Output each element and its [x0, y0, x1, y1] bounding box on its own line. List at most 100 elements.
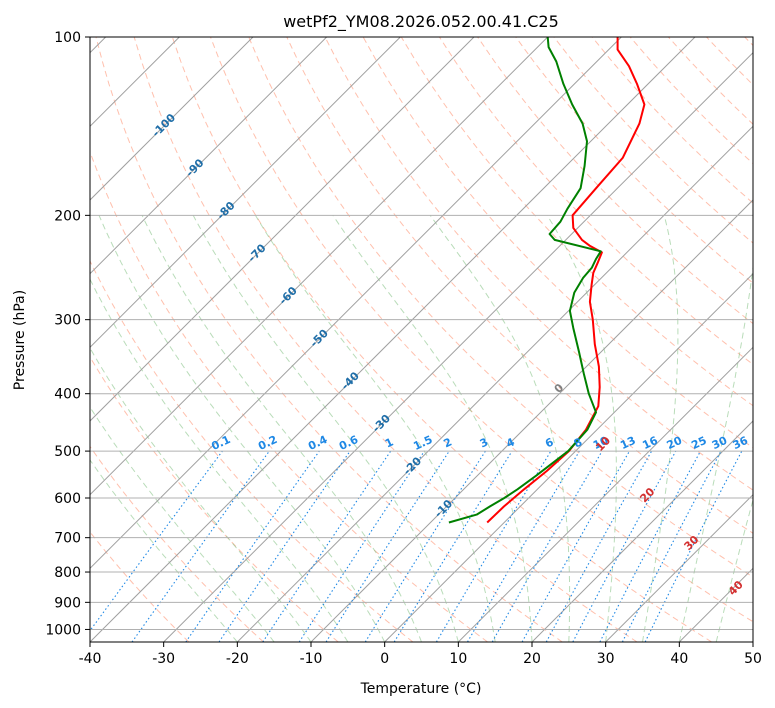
mixing-ratio-line [185, 450, 320, 642]
mixing-ratio-line [298, 450, 425, 642]
y-tick-label: 100 [54, 30, 81, 46]
mixing-ratio-label: 25 [689, 434, 708, 452]
x-tick-label: -20 [226, 651, 249, 667]
y-tick-label: 700 [54, 531, 81, 547]
dry-adiabat [90, 445, 264, 642]
moist-adiabat [642, 215, 679, 642]
moist-adiabat [141, 215, 422, 642]
y-tick-label: 800 [54, 565, 81, 581]
moist-adiabat [90, 459, 238, 642]
moist-adiabat [429, 215, 571, 642]
dry-adiabat [591, 37, 753, 204]
dry-adiabat [248, 37, 753, 578]
y-axis: 100 200 300 400 500 600 700 800 900 1000 [45, 30, 90, 638]
dry-adiabat [553, 37, 753, 244]
moist-adiabat [90, 347, 312, 642]
isotherm [310, 199, 753, 642]
pressure-gridlines [90, 37, 753, 630]
mixing-ratio-label: 13 [618, 434, 637, 452]
mixing-ratio-line [218, 450, 351, 642]
isotherm [90, 37, 254, 201]
mixing-ratio-label: 0.1 [209, 433, 232, 453]
x-axis: -40 -30 -20 -10 0 10 20 30 40 50 [79, 642, 762, 667]
mixing-ratio-label: 0.4 [306, 433, 329, 453]
mixing-ratio-line [364, 450, 486, 642]
mixing-ratio-line [393, 450, 513, 642]
x-axis-title: Temperature (°C) [360, 681, 482, 697]
dry-adiabat [706, 37, 753, 86]
isotherm [752, 641, 753, 642]
isotherm [457, 346, 753, 642]
y-tick-label: 400 [54, 387, 81, 403]
reference-line-labels: -100-90-80-70-60-50-40-30-20-100.1 0.2 0.4… [150, 111, 751, 598]
mixing-ratio-label: 36 [731, 434, 751, 452]
mixing-ratio-label: 0.6 [337, 433, 360, 453]
isotherm [678, 567, 753, 642]
mixing-ratio-line [644, 450, 743, 642]
x-tick-label: -10 [300, 651, 323, 667]
mixing-ratio-label: 1.5 [411, 433, 434, 453]
mixing-ratio-label: 1 [383, 435, 395, 450]
x-tick-label: 50 [744, 651, 762, 667]
mixing-ratio-line [435, 450, 552, 642]
moist-adiabat [90, 406, 275, 642]
mixing-ratio-label: 10 [591, 434, 611, 452]
isotherm [90, 37, 622, 570]
moist-adiabat [98, 215, 386, 642]
mixing-ratio-line [325, 450, 450, 642]
x-tick-label: -30 [152, 651, 175, 667]
isotherm [236, 125, 753, 642]
dry-adiabat [515, 37, 753, 284]
mixing-ratio-line [131, 450, 270, 642]
isotherm [90, 37, 475, 422]
dry-adiabat [286, 37, 753, 534]
moist-adiabat [332, 215, 533, 642]
dry-adiabat [90, 356, 339, 642]
wetbulb-label: 40 [726, 578, 746, 598]
isotherm [163, 51, 753, 642]
x-tick-label: 20 [523, 651, 541, 667]
moist-adiabat [546, 215, 617, 642]
plot-frame [89, 36, 754, 643]
x-tick-label: 30 [597, 651, 615, 667]
y-tick-label: 900 [54, 595, 81, 611]
y-tick-label: 600 [54, 491, 81, 507]
isotherm [605, 493, 753, 642]
isotherm [90, 37, 696, 642]
x-tick-label: -40 [79, 651, 102, 667]
y-tick-label: 1000 [45, 622, 81, 638]
dry-adiabat [171, 37, 712, 642]
isotherm [531, 420, 753, 642]
x-tick-label: 10 [449, 651, 467, 667]
dewpoint-line [448, 37, 602, 524]
isotherm [90, 37, 401, 349]
dry-adiabat [744, 37, 753, 47]
wetbulb-label: 20 [637, 485, 657, 505]
moist-adiabat [192, 215, 459, 642]
dry-adiabat [90, 259, 414, 642]
isotherm [90, 37, 328, 275]
mixing-ratio-line [545, 450, 653, 642]
dry-adiabat [324, 37, 753, 491]
mixing-ratio-line [262, 450, 392, 642]
y-tick-label: 300 [54, 313, 81, 329]
profile-lines [448, 37, 646, 524]
dry-adiabat [210, 37, 753, 623]
chart-title: wetPf2_YM08.2026.052.00.41.C25 [283, 12, 559, 32]
mixing-ratio-label: 20 [665, 434, 685, 452]
dry-adiabat [90, 150, 488, 642]
isotherm [90, 37, 549, 496]
moist-adiabat [678, 263, 753, 642]
y-tick-label: 200 [54, 208, 81, 224]
dry-adiabat [95, 37, 563, 642]
y-tick-label: 500 [54, 444, 81, 460]
dry-adiabat [133, 37, 638, 642]
x-tick-label: 0 [380, 651, 389, 667]
x-tick-label: 40 [670, 651, 688, 667]
mixing-ratio-line [572, 450, 677, 642]
mixing-ratio-label: 0.2 [256, 433, 279, 453]
mixing-ratio-label: 8 [572, 435, 584, 450]
mixing-ratio-label: 3 [478, 435, 490, 450]
mixing-ratio-line [521, 450, 630, 642]
mixing-ratio-label: 30 [710, 434, 730, 452]
